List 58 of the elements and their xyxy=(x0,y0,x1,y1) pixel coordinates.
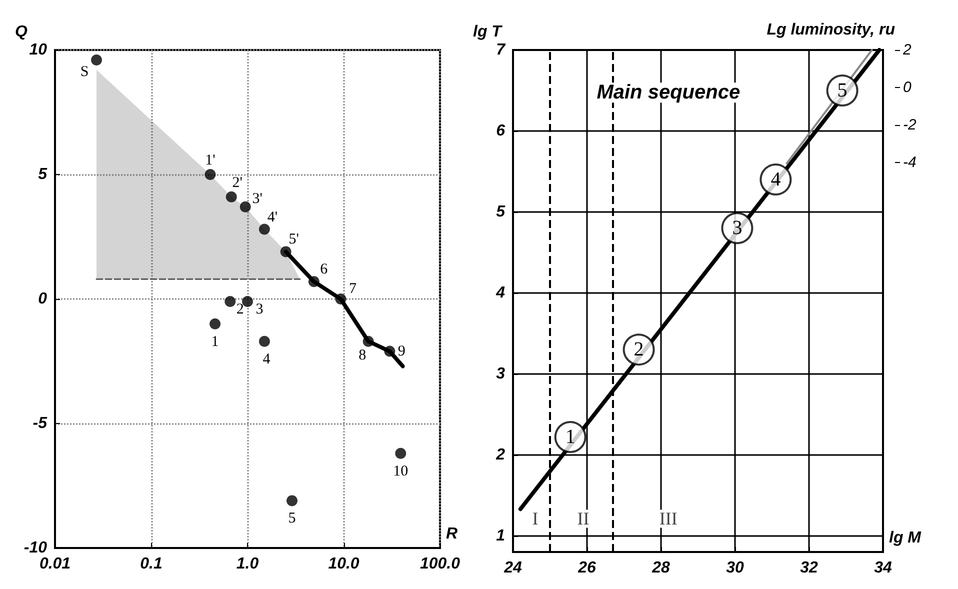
x-tick-label: 0.1 xyxy=(140,556,162,572)
annotation: 7 xyxy=(348,281,357,297)
annotation: S xyxy=(80,64,89,80)
y-tick-label: 5 xyxy=(38,166,48,183)
annotation: 4' xyxy=(267,209,278,226)
annotation: II xyxy=(577,508,590,529)
annotation: 3 xyxy=(732,217,742,240)
annotation: I xyxy=(532,508,538,529)
annotation: 9 xyxy=(398,343,406,360)
y2-tick-label: 0 xyxy=(903,78,912,96)
annotation: 3' xyxy=(252,190,263,207)
y-tick-label: 3 xyxy=(496,365,506,382)
y-tick-label: 7 xyxy=(496,42,506,58)
annotation: 5 xyxy=(288,510,296,527)
annotation: 2 xyxy=(236,301,244,318)
x-tick-label: 32 xyxy=(800,560,818,576)
x-tick-label: 30 xyxy=(726,560,744,576)
y-axis-title: lg T xyxy=(473,24,503,40)
y-tick-label: 6 xyxy=(496,122,506,140)
y2-tick-label: -2 xyxy=(903,116,917,134)
x-tick-label: 100.0 xyxy=(420,556,460,572)
annotation: 6 xyxy=(320,262,328,278)
y2-axis-title: Lg luminosity, ru xyxy=(766,22,896,38)
annotation: 1 xyxy=(211,334,219,350)
y-tick-label: 4 xyxy=(495,284,506,302)
x-tick-label: 1.0 xyxy=(236,556,259,572)
y2-tick-label: -4 xyxy=(903,154,916,171)
x-tick-label: 24 xyxy=(503,560,522,576)
y-tick-label: 2 xyxy=(495,446,506,464)
annotation: 4 xyxy=(770,168,781,191)
x-tick-label: 34 xyxy=(874,560,892,576)
x-axis-title: lg M xyxy=(889,530,922,546)
point xyxy=(554,421,586,454)
y-tick-label: 5 xyxy=(496,203,506,220)
annotation: 10 xyxy=(393,463,408,480)
y-tick-label: -5 xyxy=(32,415,48,432)
annotation: 4 xyxy=(262,351,271,368)
annotation: 5 xyxy=(837,79,848,102)
annotation: 2' xyxy=(232,174,243,191)
annotation: III xyxy=(659,508,678,529)
annotation: 3 xyxy=(256,301,264,318)
annotation: 8 xyxy=(358,347,366,364)
x-tick-label: 28 xyxy=(651,560,670,576)
annotation: 1 xyxy=(565,426,576,448)
x-tick-label: 10.0 xyxy=(328,556,360,572)
y-tick-label: 10 xyxy=(29,42,48,58)
x-tick-label: 0.01 xyxy=(39,556,71,572)
y-tick-label: 0 xyxy=(38,290,48,308)
x-tick-label: 26 xyxy=(577,560,596,576)
y-axis-title: Q xyxy=(15,24,28,40)
annotation: 2 xyxy=(634,338,644,361)
annotation: 5' xyxy=(288,232,300,248)
x-axis-title: R xyxy=(446,526,458,542)
y-tick-label: -10 xyxy=(24,540,48,556)
annotation: Main sequence xyxy=(596,82,740,104)
y2-tick-label: 2 xyxy=(902,42,912,58)
annotation: 1' xyxy=(205,152,216,168)
y-tick-label: 1 xyxy=(496,527,506,544)
